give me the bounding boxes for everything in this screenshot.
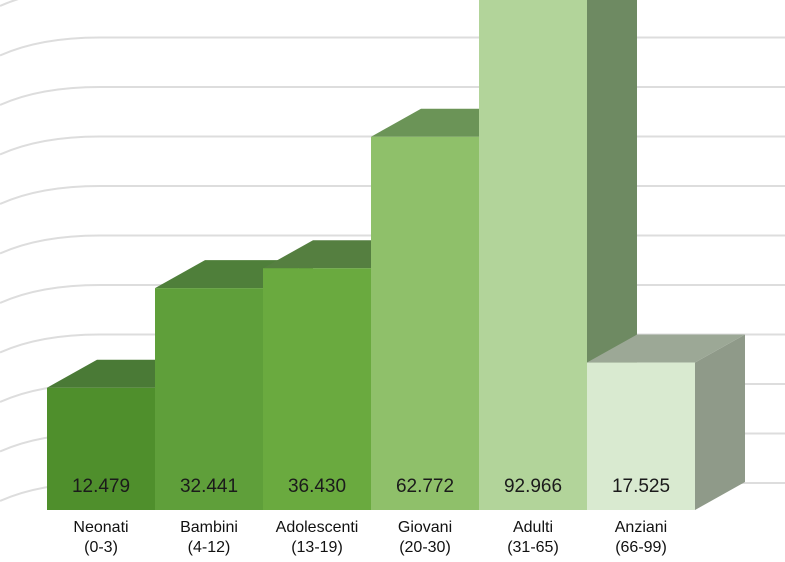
grid-line: [0, 185, 785, 205]
category-range-label: (66-99): [615, 539, 667, 556]
bar-top: [587, 334, 745, 363]
category-label: Bambini: [180, 519, 238, 536]
value-label: 36.430: [288, 476, 346, 497]
category-label: Anziani: [615, 519, 667, 536]
category-label: Giovani: [398, 519, 452, 536]
grid-lines: [0, 0, 785, 502]
category-range-label: (4-12): [188, 539, 231, 556]
category-range-label: (20-30): [399, 539, 451, 556]
bar-front: [479, 0, 587, 510]
bar-side: [695, 334, 745, 510]
value-labels: 12.479 32.441 36.430 62.772 92.966 17.525: [72, 476, 670, 497]
category-range-label: (31-65): [507, 539, 559, 556]
grid-line: [0, 135, 785, 156]
value-label: 12.479: [72, 476, 130, 497]
category-range-label: (0-3): [84, 539, 118, 556]
bar-front: [371, 136, 479, 511]
value-label: 92.966: [504, 476, 562, 497]
bar: [587, 334, 745, 510]
category-label: Adolescenti: [276, 519, 359, 536]
bar-front: [263, 268, 371, 510]
value-label: 32.441: [180, 476, 238, 497]
grid-line: [0, 284, 785, 304]
category-label: Neonati: [73, 519, 128, 536]
category-labels: Neonati (0-3) Bambini (4-12) Adolescenti (13-…: [73, 519, 667, 556]
bar-front: [47, 387, 155, 510]
category-label: Adulti: [513, 519, 553, 536]
value-label: 62.772: [396, 476, 454, 497]
grid-line: [0, 36, 785, 57]
category-range-label: (13-19): [291, 539, 343, 556]
bars: [47, 0, 745, 511]
bar-front: [587, 362, 695, 510]
grid-line: [0, 86, 785, 106]
grid-line: [0, 234, 785, 255]
value-label: 17.525: [612, 476, 670, 497]
grid-line: [0, 333, 785, 354]
bar-front: [155, 288, 263, 510]
grid-line: [0, 0, 19, 7]
